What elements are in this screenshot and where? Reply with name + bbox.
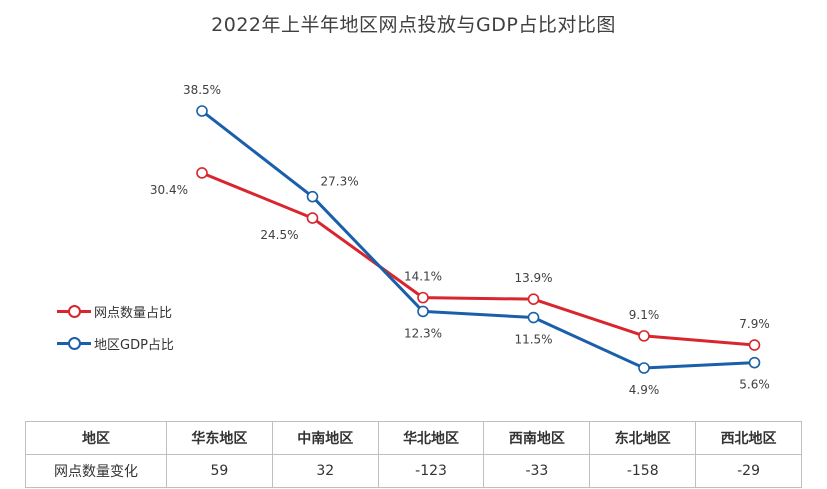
table-header-cell: 中南地区 [271, 421, 379, 455]
legend-swatch-gdp [57, 336, 91, 350]
table-cell: -158 [589, 454, 697, 488]
legend: 网点数量占比 地区GDP占比 [57, 300, 174, 364]
data-label: 9.1% [629, 308, 660, 322]
table-cell: -33 [483, 454, 591, 488]
data-label: 24.5% [260, 228, 298, 242]
table-header-cell: 华东地区 [166, 421, 273, 455]
table-header-cell: 西南地区 [483, 421, 591, 455]
legend-swatch-outlets [57, 304, 91, 318]
table-cell: -123 [377, 454, 485, 488]
legend-item-outlets[interactable]: 网点数量占比 [57, 300, 174, 322]
data-point[interactable] [306, 190, 319, 203]
data-point[interactable] [527, 293, 540, 305]
data-label: 5.6% [739, 378, 770, 392]
data-point[interactable] [638, 330, 650, 342]
table-header-cell: 华北地区 [377, 421, 485, 455]
data-point[interactable] [306, 212, 319, 224]
data-label: 7.9% [739, 317, 770, 331]
data-label: 30.4% [150, 183, 188, 197]
data-label: 12.3% [404, 326, 442, 340]
data-label: 14.1% [404, 270, 442, 284]
data-label: 4.9% [629, 383, 660, 397]
table-row: 网点数量变化 59 32 -123 -33 -158 -29 [25, 454, 802, 488]
data-point[interactable] [196, 105, 208, 117]
table-cell: 32 [271, 454, 379, 488]
data-point[interactable] [638, 362, 650, 374]
series-line-1 [201, 109, 755, 370]
table-row-label: 网点数量变化 [25, 454, 167, 488]
legend-item-gdp[interactable]: 地区GDP占比 [57, 332, 174, 354]
table-header-row: 地区 华东地区 中南地区 华北地区 西南地区 东北地区 西北地区 [25, 421, 802, 455]
data-point[interactable] [748, 339, 761, 351]
data-label: 13.9% [514, 271, 552, 285]
data-point[interactable] [748, 356, 761, 369]
table-cell: -29 [695, 454, 802, 488]
series-line-0 [201, 171, 755, 347]
data-table: 地区 华东地区 中南地区 华北地区 西南地区 东北地区 西北地区 网点数量变化 … [25, 421, 802, 488]
data-label: 38.5% [183, 83, 221, 97]
data-point[interactable] [417, 291, 429, 304]
data-label: 11.5% [514, 333, 552, 347]
data-point[interactable] [527, 311, 540, 324]
data-point[interactable] [417, 305, 429, 318]
data-point[interactable] [196, 167, 208, 179]
legend-label-outlets: 网点数量占比 [94, 305, 173, 321]
legend-label-gdp: 地区GDP占比 [94, 337, 174, 353]
table-cell: 59 [166, 454, 273, 488]
data-label: 27.3% [321, 175, 359, 189]
table-header-cell: 地区 [25, 421, 167, 455]
table-header-cell: 西北地区 [695, 421, 802, 455]
table-header-cell: 东北地区 [589, 421, 697, 455]
chart-title: 2022年上半年地区网点投放与GDP占比对比图 [211, 14, 616, 36]
